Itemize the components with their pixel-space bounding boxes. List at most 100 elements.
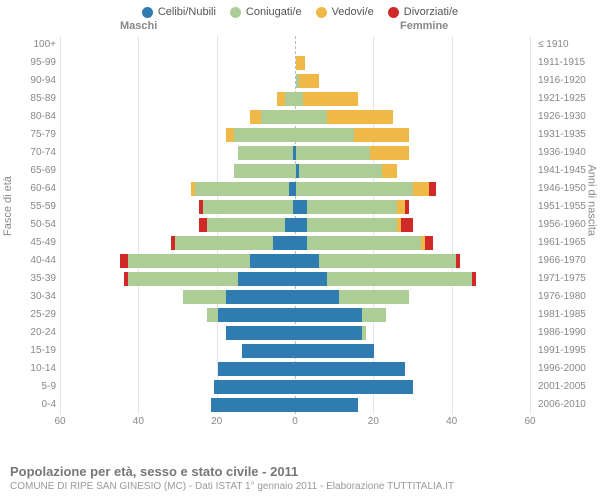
age-row: 5-9 2001-2005 <box>0 378 600 396</box>
bar-female <box>296 200 410 214</box>
bar-segment <box>296 110 327 124</box>
bar-male <box>226 326 304 340</box>
bar-segment <box>226 290 304 304</box>
header-male: Maschi <box>120 20 157 32</box>
bar-female <box>296 74 319 88</box>
age-row: 50-54 1956-1960 <box>0 216 600 234</box>
bar-segment <box>413 182 429 196</box>
age-row: 20-24 1986-1990 <box>0 324 600 342</box>
bar-segment <box>307 236 421 250</box>
legend-label: Celibi/Nubili <box>158 6 216 18</box>
legend-swatch <box>316 7 327 18</box>
age-label: 50-54 <box>0 216 56 234</box>
xaxis-tick: 0 <box>292 416 298 427</box>
age-label: 10-14 <box>0 360 56 378</box>
birth-label: 1986-1990 <box>538 324 600 342</box>
bar-female <box>296 218 413 232</box>
bar-segment <box>362 326 366 340</box>
birth-label: 2006-2010 <box>538 396 600 414</box>
age-label: 40-44 <box>0 252 56 270</box>
age-label: 65-69 <box>0 162 56 180</box>
age-label: 35-39 <box>0 270 56 288</box>
birth-label: 1956-1960 <box>538 216 600 234</box>
bar-segment <box>296 200 308 214</box>
age-label: 95-99 <box>0 54 56 72</box>
birth-label: 2001-2005 <box>538 378 600 396</box>
birth-label: 1916-1920 <box>538 72 600 90</box>
rows: 100+≤ 191095-991911-191590-941916-192085… <box>0 36 600 414</box>
bar-segment <box>327 110 394 124</box>
pyramid-chart: Celibi/NubiliConiugati/eVedovi/eDivorzia… <box>0 0 600 500</box>
bar-female <box>296 254 460 268</box>
xaxis: 6040200204060 <box>60 416 530 430</box>
bar-segment <box>382 164 398 178</box>
bar-segment <box>339 290 410 304</box>
bar-male <box>199 218 305 232</box>
chart-title: Popolazione per età, sesso e stato civil… <box>10 464 590 479</box>
bar-segment <box>299 164 381 178</box>
bar-female <box>296 236 433 250</box>
age-label: 45-49 <box>0 234 56 252</box>
xaxis-tick: 20 <box>368 416 379 427</box>
legend-item: Celibi/Nubili <box>142 6 216 18</box>
bar-segment <box>207 218 285 232</box>
bar-male <box>191 182 305 196</box>
bar-segment <box>175 236 273 250</box>
bar-male <box>226 128 304 142</box>
plot-area: Fasce di età Anni di nascita 100+≤ 19109… <box>0 36 600 430</box>
age-row: 70-741936-1940 <box>0 144 600 162</box>
bar-male <box>214 380 304 394</box>
bar-segment <box>238 272 305 286</box>
age-row: 55-591951-1955 <box>0 198 600 216</box>
age-label: 70-74 <box>0 144 56 162</box>
bar-segment <box>296 326 363 340</box>
bar-segment <box>211 398 305 412</box>
age-row: 0-4 2006-2010 <box>0 396 600 414</box>
bar-segment <box>299 74 319 88</box>
age-row: 95-991911-1915 <box>0 54 600 72</box>
bar-segment <box>195 182 289 196</box>
age-label: 20-24 <box>0 324 56 342</box>
bar-female <box>296 362 406 376</box>
bar-segment <box>226 326 304 340</box>
bar-segment <box>296 56 304 70</box>
bar-female <box>296 56 304 70</box>
age-row: 75-791931-1935 <box>0 126 600 144</box>
bar-segment <box>327 272 472 286</box>
birth-label: 1976-1980 <box>538 288 600 306</box>
age-row: 60-641946-1950 <box>0 180 600 198</box>
age-label: 25-29 <box>0 306 56 324</box>
xaxis-tick: 40 <box>133 416 144 427</box>
bar-segment <box>429 182 437 196</box>
bar-female <box>296 182 437 196</box>
bar-male <box>207 308 305 322</box>
bar-segment <box>296 146 370 160</box>
bar-male <box>238 146 305 160</box>
bar-female <box>296 398 359 412</box>
age-label: 5-9 <box>0 378 56 396</box>
age-label: 60-64 <box>0 180 56 198</box>
xaxis-tick: 40 <box>446 416 457 427</box>
age-row: 15-191991-1995 <box>0 342 600 360</box>
bar-segment <box>397 200 405 214</box>
bar-segment <box>226 128 234 142</box>
bar-segment <box>296 398 359 412</box>
legend-swatch <box>142 7 153 18</box>
age-row: 85-891921-1925 <box>0 90 600 108</box>
legend-label: Coniugati/e <box>246 6 302 18</box>
age-label: 85-89 <box>0 90 56 108</box>
bar-segment <box>307 218 397 232</box>
bar-segment <box>296 128 355 142</box>
legend-label: Divorziati/e <box>404 6 458 18</box>
bar-segment <box>296 362 406 376</box>
bar-segment <box>296 344 374 358</box>
birth-label: 1941-1945 <box>538 162 600 180</box>
chart-subtitle: COMUNE DI RIPE SAN GINESIO (MC) - Dati I… <box>10 481 590 492</box>
age-label: 30-34 <box>0 288 56 306</box>
age-label: 0-4 <box>0 396 56 414</box>
bar-segment <box>303 92 358 106</box>
birth-label: 1931-1935 <box>538 126 600 144</box>
bar-segment <box>405 200 409 214</box>
legend-swatch <box>388 7 399 18</box>
bar-segment <box>120 254 128 268</box>
